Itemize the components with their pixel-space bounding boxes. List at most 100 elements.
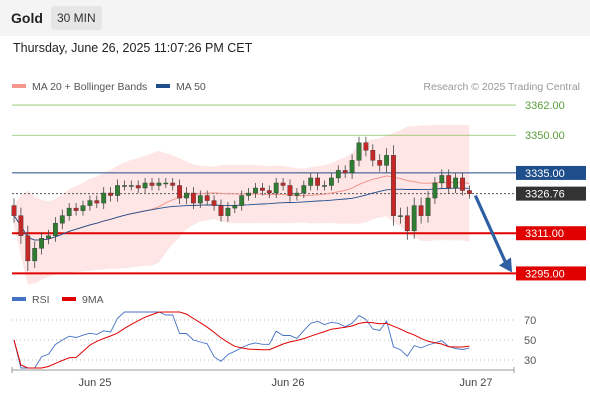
rsi-tick-label-70: 70 bbox=[524, 315, 536, 327]
candle-body bbox=[246, 192, 251, 196]
candle-body bbox=[135, 185, 141, 189]
level-tag-3311-00 bbox=[516, 226, 586, 241]
candle-body bbox=[446, 175, 452, 189]
candle-body bbox=[239, 195, 245, 206]
candle-body bbox=[177, 185, 182, 199]
candle-body bbox=[453, 177, 458, 189]
candle-body bbox=[149, 182, 155, 186]
candle-body bbox=[25, 235, 31, 262]
level-tag-3295-00 bbox=[516, 266, 586, 281]
candle-body bbox=[94, 200, 100, 204]
level-label-3335-00: 3335.00 bbox=[525, 168, 565, 180]
rsi-tick-label-50: 50 bbox=[524, 335, 536, 347]
watermark: Research © 2025 Trading Central bbox=[423, 81, 580, 93]
candle-body bbox=[287, 185, 293, 196]
candle-body bbox=[232, 205, 238, 209]
candle-body bbox=[349, 160, 355, 174]
legend-swatch-rsi bbox=[12, 297, 26, 301]
candle-body bbox=[87, 200, 93, 206]
candle-body bbox=[128, 185, 134, 187]
candle-body bbox=[184, 192, 189, 199]
candle-body bbox=[439, 175, 445, 184]
candle-body bbox=[197, 195, 203, 204]
legend-label-rsi: RSI bbox=[32, 294, 50, 306]
legend-swatch-ma20 bbox=[12, 84, 26, 88]
candle-body bbox=[418, 205, 424, 216]
candle-body bbox=[315, 177, 320, 186]
candle-body bbox=[260, 187, 265, 191]
rsi-line bbox=[13, 311, 470, 369]
level-label-3362-00: 3362.00 bbox=[525, 100, 565, 112]
candle-body bbox=[218, 205, 224, 216]
candle-body bbox=[32, 248, 38, 262]
candle-body bbox=[301, 185, 307, 194]
legend-label-rsi-ma: 9MA bbox=[82, 294, 104, 306]
candle-body bbox=[142, 182, 148, 189]
candle-body bbox=[404, 215, 410, 231]
level-tag-3335-00 bbox=[516, 165, 586, 180]
candle-body bbox=[391, 155, 396, 216]
level-label-3311-00: 3311.00 bbox=[525, 228, 564, 240]
forecast-arrow-shaft bbox=[473, 194, 508, 265]
candle-body bbox=[356, 142, 362, 161]
candle-body bbox=[432, 182, 438, 199]
candle-body bbox=[322, 185, 327, 187]
legend-label-ma50: MA 50 bbox=[176, 81, 206, 93]
candle-body bbox=[80, 205, 86, 211]
candle-body bbox=[266, 190, 272, 194]
candle-body bbox=[66, 207, 72, 216]
candle-body bbox=[329, 177, 334, 186]
x-tick-label-1: Jun 26 bbox=[271, 377, 304, 389]
candle-body bbox=[163, 182, 169, 185]
candle-body bbox=[46, 235, 51, 239]
candle-body bbox=[308, 177, 314, 186]
forecast-arrow-head bbox=[499, 257, 512, 273]
candle-body bbox=[335, 170, 341, 179]
candle-body bbox=[425, 197, 431, 216]
candle-body bbox=[363, 142, 369, 151]
candle-body bbox=[73, 207, 79, 211]
legend-label-ma20: MA 20 + Bollinger Bands bbox=[32, 81, 147, 93]
candle-body bbox=[190, 192, 196, 204]
candle-body bbox=[53, 222, 58, 236]
candle-body bbox=[273, 182, 279, 194]
candle-body bbox=[384, 155, 389, 166]
level-label-3326-76: 3326.76 bbox=[525, 189, 565, 201]
candle-body bbox=[467, 190, 472, 194]
x-tick-label-0: Jun 25 bbox=[78, 377, 111, 389]
candle-body bbox=[280, 182, 286, 186]
level-label-3295-00: 3295.00 bbox=[525, 268, 565, 280]
candle-body bbox=[377, 160, 383, 166]
timestamp: Thursday, June 26, 2025 11:07:26 PM CET bbox=[13, 41, 253, 55]
candle-body bbox=[411, 205, 417, 231]
rsi-tick-label-30: 30 bbox=[524, 355, 536, 367]
candle-body bbox=[121, 185, 127, 187]
level-label-3350-00: 3350.00 bbox=[525, 130, 565, 142]
candle-body bbox=[101, 192, 107, 204]
candle-body bbox=[225, 207, 231, 216]
legend-swatch-rsi-ma bbox=[62, 297, 76, 301]
candle-body bbox=[156, 182, 162, 186]
level-tag-3326-76 bbox=[516, 186, 586, 201]
candles bbox=[11, 136, 472, 271]
x-tick-label-2: Jun 27 bbox=[459, 377, 492, 389]
candle-body bbox=[370, 150, 376, 161]
candle-body bbox=[211, 200, 217, 206]
candle-body bbox=[115, 185, 120, 196]
candle-body bbox=[59, 215, 65, 224]
candle-body bbox=[294, 192, 300, 196]
candle-body bbox=[342, 170, 348, 174]
rsi-ma-line bbox=[13, 311, 470, 369]
instrument-title: Gold bbox=[11, 10, 43, 26]
timeframe-button[interactable]: 30 MIN bbox=[51, 6, 102, 30]
legend-swatch-ma50 bbox=[156, 84, 170, 88]
candle-body bbox=[11, 205, 17, 216]
candle-body bbox=[398, 215, 403, 217]
candle-body bbox=[18, 215, 24, 236]
candle-body bbox=[460, 177, 465, 191]
candle-body bbox=[108, 192, 114, 196]
candle-body bbox=[170, 182, 176, 186]
candle-body bbox=[253, 187, 258, 194]
candle-body bbox=[204, 195, 210, 201]
